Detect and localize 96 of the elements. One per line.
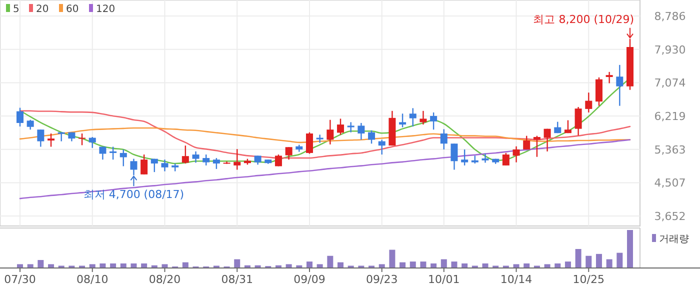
bar — [616, 252, 623, 268]
x-tick-label: 08/10 — [76, 273, 108, 286]
bar — [327, 256, 334, 268]
y-tick-label: 3,652 — [654, 210, 686, 223]
candlestick — [544, 128, 551, 152]
bar — [544, 264, 550, 268]
bar — [17, 264, 23, 268]
candlestick — [326, 119, 334, 145]
candlestick — [595, 76, 602, 106]
candlestick — [48, 132, 55, 148]
bar — [316, 264, 323, 268]
candlestick — [606, 71, 613, 84]
bar — [162, 264, 168, 268]
candlestick — [533, 135, 540, 158]
y-tick-label: 7,074 — [654, 76, 686, 90]
candlestick — [409, 108, 416, 128]
y-tick-label: 8,786 — [654, 10, 686, 23]
bar — [286, 264, 292, 268]
candlestick — [88, 136, 96, 149]
candlestick — [564, 120, 572, 134]
bar — [38, 260, 44, 268]
candlestick — [482, 153, 489, 164]
bar — [410, 262, 416, 268]
candlestick — [316, 134, 324, 144]
legend-label: 5 — [13, 4, 20, 15]
candlestick — [461, 148, 468, 166]
candlestick — [616, 64, 624, 106]
bar — [389, 250, 396, 268]
x-tick-label: 07/30 — [4, 273, 36, 286]
candlestick — [430, 112, 438, 130]
x-tick-label: 10/14 — [500, 273, 532, 286]
bar — [27, 264, 34, 268]
bar — [586, 256, 592, 268]
candlestick — [192, 150, 200, 164]
candlestick — [26, 119, 34, 130]
legend-label: 거래량 — [659, 234, 689, 245]
annotation: 최저 4,700 (08/17) — [83, 188, 184, 202]
candlestick — [150, 158, 158, 173]
bar — [48, 264, 54, 268]
bar — [451, 262, 458, 268]
candlestick — [450, 143, 458, 170]
candlestick — [202, 154, 210, 166]
bar — [596, 254, 602, 268]
candlestick — [120, 148, 127, 167]
candlestick — [182, 144, 189, 164]
candlestick — [337, 118, 344, 136]
x-tick-label: 09/23 — [366, 273, 398, 286]
bar — [234, 259, 240, 268]
x-tick-label: 09/09 — [294, 273, 326, 286]
candlestick — [378, 139, 386, 156]
candlestick — [37, 128, 44, 148]
bar — [440, 259, 447, 268]
bar — [606, 259, 612, 268]
bar — [89, 264, 96, 268]
legend-label: 60 — [66, 4, 79, 15]
bar — [564, 262, 571, 268]
candlestick — [234, 148, 241, 170]
x-tick-label: 10/01 — [428, 273, 460, 286]
y-tick-label: 6,219 — [654, 110, 686, 123]
bar — [575, 249, 582, 268]
candlestick — [161, 158, 168, 172]
y-tick-label: 5,363 — [654, 143, 686, 156]
candlestick — [585, 92, 592, 114]
x-tick-label: 10/25 — [572, 273, 604, 286]
candlestick — [358, 122, 365, 140]
candlestick — [420, 110, 427, 126]
bar — [513, 264, 520, 268]
candlestick — [130, 158, 138, 176]
bar — [420, 262, 426, 268]
candlestick — [78, 132, 86, 146]
y-tick-label: 4,507 — [654, 176, 686, 190]
annotation: 최고 8,200 (10/29) — [533, 12, 634, 26]
x-tick-label: 08/20 — [148, 273, 181, 286]
candlestick — [347, 122, 354, 133]
candlestick — [99, 146, 106, 160]
candlestick — [212, 157, 220, 170]
x-tick-label: 08/31 — [221, 273, 253, 286]
candlestick — [368, 130, 376, 144]
candlestick — [306, 132, 313, 154]
y-tick-label: 7,930 — [654, 43, 686, 56]
bar — [378, 264, 385, 268]
line-series — [19, 139, 631, 200]
candlestick — [512, 146, 520, 163]
candlestick — [16, 107, 24, 128]
candlestick — [140, 154, 148, 175]
candlestick — [110, 146, 117, 160]
bar — [627, 230, 633, 268]
candlestick — [502, 152, 510, 166]
legend-label: 120 — [96, 4, 116, 15]
bar — [306, 262, 312, 268]
candlestick — [523, 135, 530, 150]
candlestick — [574, 106, 582, 136]
candlestick — [399, 113, 406, 128]
candlestick — [285, 146, 292, 160]
candlestick — [440, 128, 448, 150]
legend-label: 20 — [36, 4, 49, 15]
